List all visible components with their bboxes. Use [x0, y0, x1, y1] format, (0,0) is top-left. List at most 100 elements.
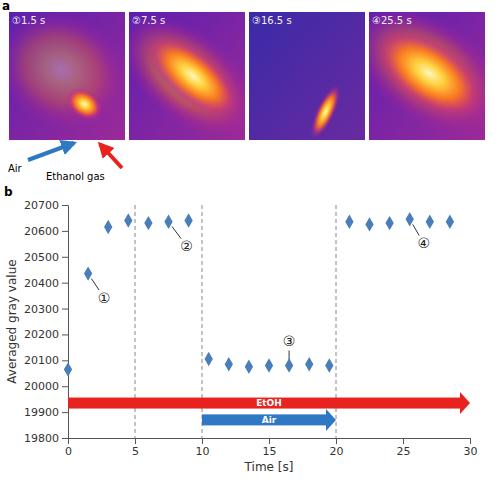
data-point: [345, 215, 353, 229]
tick-label: 20700: [24, 199, 59, 212]
plume: [305, 82, 346, 140]
image-label: ④25.5 s: [372, 15, 412, 26]
tick-mark: [62, 386, 68, 387]
plume: [369, 12, 485, 140]
tick-mark: [470, 438, 471, 444]
data-point: [205, 352, 213, 366]
tick: 20600: [24, 225, 68, 238]
data-point: [64, 362, 72, 376]
data-point: [225, 357, 233, 371]
thermal-image: [9, 12, 125, 140]
axis-line: [62, 206, 69, 439]
tick-mark: [62, 283, 68, 284]
thermal-image: [249, 12, 365, 140]
flow-bar: [68, 398, 460, 409]
tick-mark: [62, 205, 68, 206]
tick: 25: [397, 438, 411, 458]
tick-label: 20: [330, 445, 344, 458]
tick-mark: [403, 438, 404, 444]
flow-arrowhead: [460, 392, 470, 414]
panel-letter: a: [2, 0, 10, 13]
image-label: ①1.5 s: [12, 15, 45, 26]
tick: 19900: [24, 406, 68, 419]
tick-label: 0: [65, 445, 72, 458]
data-point: [144, 216, 152, 230]
tick: 5: [132, 438, 139, 458]
tick-mark: [135, 438, 136, 444]
flow-label: EtOH: [256, 398, 282, 408]
tick-label: 20100: [24, 354, 59, 367]
tick: 20: [330, 438, 344, 458]
data-point: [385, 216, 393, 230]
data-point: [84, 266, 92, 280]
annotation-label: ②: [180, 238, 193, 254]
tick-label: 20000: [24, 380, 59, 393]
tick-label: 19800: [24, 432, 59, 445]
annotation-label: ①: [98, 290, 111, 306]
x-axis: 0 5 10 15 20 25 30: [65, 438, 478, 458]
data-point: [285, 358, 293, 372]
tick-mark: [336, 438, 337, 444]
tick: 20200: [24, 328, 68, 341]
image-label: ②7.5 s: [132, 15, 165, 26]
tick-mark: [62, 257, 68, 258]
tick-label: 20400: [24, 277, 59, 290]
plume: [9, 12, 125, 140]
tick-mark: [202, 438, 203, 444]
annotation-leader: [91, 279, 99, 291]
data-point: [446, 215, 454, 229]
data-point: [325, 358, 333, 372]
annotation-label: ③: [283, 333, 296, 349]
image-background: [249, 12, 365, 140]
tick-label: 20500: [24, 251, 59, 264]
x-axis-title: Time [s]: [244, 460, 294, 474]
tick: 15: [263, 438, 277, 458]
data-point: [406, 212, 414, 226]
tick-label: 5: [132, 445, 139, 458]
tick-mark: [62, 438, 68, 439]
tick-mark: [269, 438, 270, 444]
data-point: [245, 360, 253, 374]
tick-mark: [62, 231, 68, 232]
tick-label: 20600: [24, 225, 59, 238]
flow-bar: [202, 414, 326, 425]
tick: 20300: [24, 303, 68, 316]
air-arrow: [28, 143, 74, 160]
tick: 19800: [24, 432, 68, 445]
data-point: [184, 213, 192, 227]
tick-label: 19900: [24, 406, 59, 419]
flow-label: Air: [262, 415, 277, 425]
plume: [369, 12, 485, 137]
tick: 0: [65, 438, 72, 458]
tick: 30: [464, 438, 478, 458]
thermal-image: [369, 12, 485, 140]
air-label: Air: [8, 163, 23, 174]
image-label: ③16.5 s: [252, 15, 292, 26]
panel-letter: b: [4, 185, 13, 199]
tick: 20100: [24, 354, 68, 367]
data-point: [365, 217, 373, 231]
plume: [129, 12, 245, 140]
plot-area: [64, 205, 470, 438]
ethanol-arrow: [100, 144, 122, 168]
tick-mark: [62, 412, 68, 413]
tick-label: 25: [397, 445, 411, 458]
data-point: [104, 220, 112, 234]
y-axis: 19800 19900 20000 20100 20200 20300 20400 20500…: [24, 199, 69, 445]
tick: 10: [196, 438, 210, 458]
tick-label: 30: [464, 445, 478, 458]
tick-mark: [62, 334, 68, 335]
tick-mark: [62, 309, 68, 310]
tick-label: 20300: [24, 303, 59, 316]
data-point: [265, 358, 273, 372]
figure: a①1.5 s②7.5 s③16.5 s④25.5 sAirEthanol ga…: [0, 0, 502, 482]
tick: 20700: [24, 199, 68, 212]
tick: 20400: [24, 277, 68, 290]
thermal-image: [129, 12, 245, 140]
tick-mark: [62, 360, 68, 361]
tick-label: 10: [196, 445, 210, 458]
tick: 20500: [24, 251, 68, 264]
tick-label: 20200: [24, 328, 59, 341]
tick: 20000: [24, 380, 68, 393]
annotation-leader: [289, 351, 290, 360]
